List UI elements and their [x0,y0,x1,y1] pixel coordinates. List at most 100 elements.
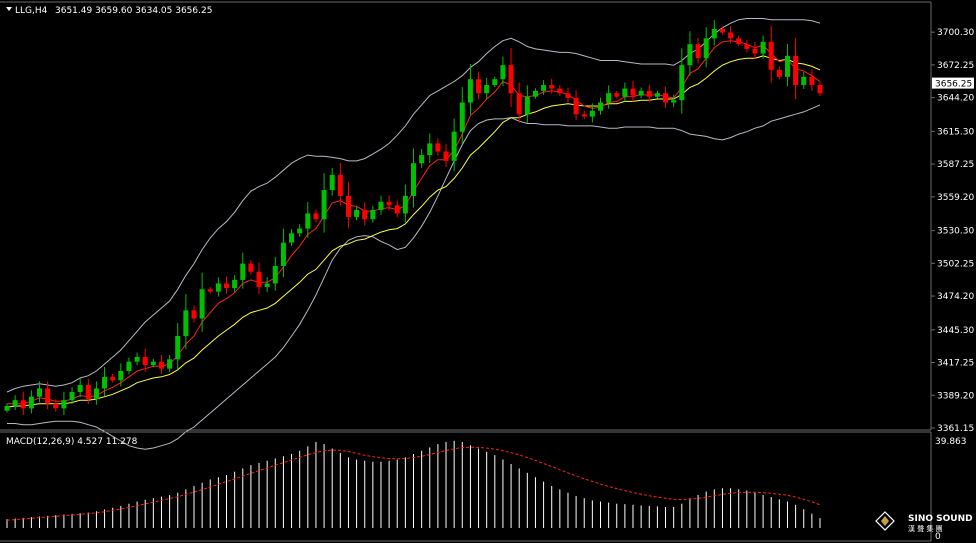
main-pane[interactable]: 3700.30 3672.25 3644.20 3615.30 3587.25 3559.… [0,1,974,450]
price-tick-label: 3417.25 [937,359,974,369]
candle [386,195,392,211]
candle [719,26,725,35]
candle [305,201,311,238]
candle [419,149,425,169]
candle-body [199,289,205,319]
candle [695,37,701,64]
band-upper-line [6,18,821,393]
candle [573,90,579,121]
candle [134,352,140,366]
candle-body [532,90,538,97]
candle [671,94,677,108]
candle-body [215,283,221,292]
candle-body [419,155,425,164]
candle [597,97,603,115]
candle [232,275,238,292]
candle [589,103,595,123]
candle-body [736,38,742,45]
candle [565,87,571,103]
price-tick: 3644.20 [931,94,974,104]
candle-body [467,79,473,103]
candle [532,88,538,99]
price-tick: 3672.25 [931,61,974,71]
candle [524,85,530,124]
candle-body [508,65,514,94]
candle-body [581,114,587,117]
candle [467,64,473,115]
macd-pane[interactable]: MACD(12,26,9) 4.527 11.278 39.863 0 [0,431,967,542]
band-lower-line [7,104,821,450]
macd-zero-label: 0 [935,532,941,542]
price-tick-label: 3644.20 [937,94,974,104]
candle-body [671,100,677,103]
candle [370,205,376,223]
candle-body [207,289,213,292]
candle-body [646,90,652,97]
candle-body [630,88,636,96]
diamond-logo-icon [875,511,895,531]
candle-body [386,201,392,206]
candle [215,277,221,297]
current-price-badge: 3656.25 [932,77,974,90]
logo-subtitle: 漢 聲 集 團 [908,524,943,533]
candle-body [411,163,416,196]
candle-body [28,396,34,409]
candle-body [126,361,132,371]
candle-body [801,76,807,86]
candle-body [85,384,91,399]
ma-slow-line [6,55,821,408]
logo-name: SINO SOUND [908,514,973,524]
candle-body [102,376,108,389]
candle [272,256,278,291]
price-tick-label: 3530.30 [937,227,974,237]
dropdown-triangle-icon[interactable] [6,7,12,11]
candle-body [45,388,51,404]
candle-body [158,361,164,369]
candle-body [703,38,709,59]
candle-body [500,65,506,80]
candle [85,378,91,405]
candle [646,84,652,102]
candle-body [354,209,360,217]
candle-body [289,233,295,243]
candle-body [557,88,563,94]
current-price-label: 3656.25 [935,80,972,90]
candle [557,85,563,96]
candle [784,44,790,87]
candle [77,378,83,398]
candle-body [240,263,246,280]
candle [158,354,164,374]
candle-body [541,85,547,91]
candle [411,148,416,208]
candle-body [776,69,782,77]
symbol-label: LLG,H4 [15,6,48,16]
candle-body [752,48,758,54]
candle [191,305,197,323]
candle-body [264,283,270,287]
candle-body [118,370,124,381]
candle [183,294,189,349]
candle-body [768,41,774,70]
candles [4,20,823,416]
candle-body [549,85,555,89]
candle [256,262,262,295]
candle-body [280,242,286,266]
candle [313,209,319,223]
candle-body [20,400,26,409]
candle [760,35,766,59]
candle-body [12,400,18,406]
candle [687,31,693,76]
candle [207,286,213,294]
candle [280,228,286,278]
candle-body [516,93,522,115]
price-tick-label: 3700.30 [937,28,974,38]
price-tick: 3445.30 [931,326,974,336]
candle [142,348,148,372]
candle-body [272,265,278,284]
price-tick: 3530.30 [931,227,974,237]
candle [752,42,758,59]
candle [809,69,815,91]
candle-body [443,151,449,161]
candle-body [435,143,441,152]
